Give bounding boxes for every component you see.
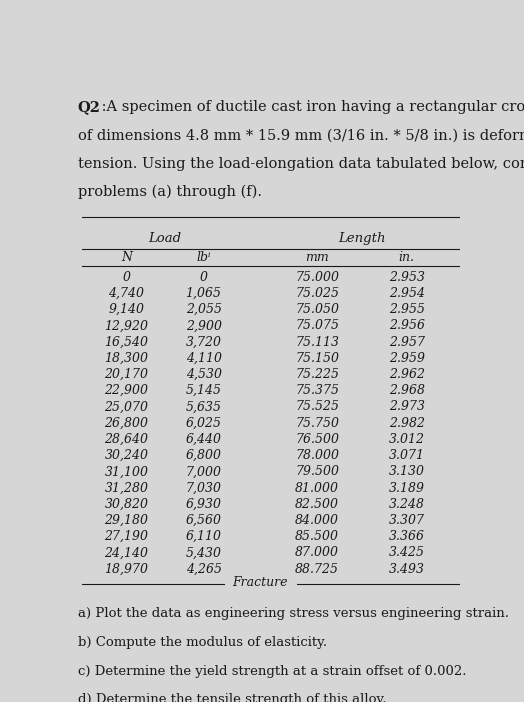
Text: 1,065: 1,065 <box>185 287 222 300</box>
Text: 2.973: 2.973 <box>389 400 424 413</box>
Text: 75.000: 75.000 <box>296 271 339 284</box>
Text: 88.725: 88.725 <box>296 562 339 576</box>
Text: 6,440: 6,440 <box>185 433 222 446</box>
Text: 2,055: 2,055 <box>185 303 222 316</box>
Text: 5,635: 5,635 <box>185 400 222 413</box>
Text: 75.750: 75.750 <box>296 417 339 430</box>
Text: 7,000: 7,000 <box>185 465 222 478</box>
Text: 75.375: 75.375 <box>296 384 339 397</box>
Text: 3.012: 3.012 <box>389 433 424 446</box>
Text: 6,560: 6,560 <box>185 514 222 527</box>
Text: 7,030: 7,030 <box>185 482 222 494</box>
Text: 75.113: 75.113 <box>296 336 339 349</box>
Text: mm: mm <box>305 251 329 264</box>
Text: 27,190: 27,190 <box>104 530 148 543</box>
Text: 75.075: 75.075 <box>296 319 339 332</box>
Text: Q2: Q2 <box>78 100 101 114</box>
Text: 31,280: 31,280 <box>104 482 148 494</box>
Text: 2.953: 2.953 <box>389 271 424 284</box>
Text: 5,430: 5,430 <box>185 546 222 559</box>
Text: 30,820: 30,820 <box>104 498 148 511</box>
Text: Length: Length <box>338 232 386 245</box>
Text: 6,930: 6,930 <box>185 498 222 511</box>
Text: 81.000: 81.000 <box>296 482 339 494</box>
Text: 85.500: 85.500 <box>296 530 339 543</box>
Text: of dimensions 4.8 mm * 15.9 mm (3/16 in. * 5/8 in.) is deformed in: of dimensions 4.8 mm * 15.9 mm (3/16 in.… <box>78 128 524 143</box>
Text: 18,300: 18,300 <box>104 352 148 365</box>
Text: tension. Using the load-elongation data tabulated below, complete: tension. Using the load-elongation data … <box>78 157 524 171</box>
Text: 2.954: 2.954 <box>389 287 424 300</box>
Text: 84.000: 84.000 <box>296 514 339 527</box>
Text: 26,800: 26,800 <box>104 417 148 430</box>
Text: 75.025: 75.025 <box>296 287 339 300</box>
Text: 3.248: 3.248 <box>389 498 424 511</box>
Text: 24,140: 24,140 <box>104 546 148 559</box>
Text: 3.493: 3.493 <box>389 562 424 576</box>
Text: Fracture: Fracture <box>233 576 288 589</box>
Text: 3.425: 3.425 <box>389 546 424 559</box>
Text: 9,140: 9,140 <box>108 303 145 316</box>
Text: 2,900: 2,900 <box>185 319 222 332</box>
Text: 3.130: 3.130 <box>389 465 424 478</box>
Text: :A specimen of ductile cast iron having a rectangular cross section: :A specimen of ductile cast iron having … <box>97 100 524 114</box>
Text: 12,920: 12,920 <box>104 319 148 332</box>
Text: 0: 0 <box>200 271 208 284</box>
Text: 75.050: 75.050 <box>296 303 339 316</box>
Text: 2.959: 2.959 <box>389 352 424 365</box>
Text: 16,540: 16,540 <box>104 336 148 349</box>
Text: 4,110: 4,110 <box>185 352 222 365</box>
Text: 6,025: 6,025 <box>185 417 222 430</box>
Text: a) Plot the data as engineering stress versus engineering strain.: a) Plot the data as engineering stress v… <box>78 607 509 621</box>
Text: 6,800: 6,800 <box>185 449 222 462</box>
Text: 78.000: 78.000 <box>296 449 339 462</box>
Text: 29,180: 29,180 <box>104 514 148 527</box>
Text: N: N <box>121 251 132 264</box>
Text: 87.000: 87.000 <box>296 546 339 559</box>
Text: 75.225: 75.225 <box>296 368 339 381</box>
Text: in.: in. <box>399 251 414 264</box>
Text: 22,900: 22,900 <box>104 384 148 397</box>
Text: problems (a) through (f).: problems (a) through (f). <box>78 185 261 199</box>
Text: 20,170: 20,170 <box>104 368 148 381</box>
Text: 4,530: 4,530 <box>185 368 222 381</box>
Text: 75.525: 75.525 <box>296 400 339 413</box>
Text: 5,145: 5,145 <box>185 384 222 397</box>
Text: 2.962: 2.962 <box>389 368 424 381</box>
Text: 2.956: 2.956 <box>389 319 424 332</box>
Text: 2.968: 2.968 <box>389 384 424 397</box>
Text: lbⁱ: lbⁱ <box>196 251 211 264</box>
Text: 0: 0 <box>123 271 130 284</box>
Text: 6,110: 6,110 <box>185 530 222 543</box>
Text: 3.189: 3.189 <box>389 482 424 494</box>
Text: 75.150: 75.150 <box>296 352 339 365</box>
Text: 3.307: 3.307 <box>389 514 424 527</box>
Text: 79.500: 79.500 <box>296 465 339 478</box>
Text: Load: Load <box>148 232 181 245</box>
Text: 82.500: 82.500 <box>296 498 339 511</box>
Text: 3.071: 3.071 <box>389 449 424 462</box>
Text: 76.500: 76.500 <box>296 433 339 446</box>
Text: 2.957: 2.957 <box>389 336 424 349</box>
Text: b) Compute the modulus of elasticity.: b) Compute the modulus of elasticity. <box>78 636 327 649</box>
Text: 25,070: 25,070 <box>104 400 148 413</box>
Text: 31,100: 31,100 <box>104 465 148 478</box>
Text: c) Determine the yield strength at a strain offset of 0.002.: c) Determine the yield strength at a str… <box>78 665 466 677</box>
Text: 2.955: 2.955 <box>389 303 424 316</box>
Text: 18,970: 18,970 <box>104 562 148 576</box>
Text: 30,240: 30,240 <box>104 449 148 462</box>
Text: 4,740: 4,740 <box>108 287 145 300</box>
Text: 4,265: 4,265 <box>185 562 222 576</box>
Text: 28,640: 28,640 <box>104 433 148 446</box>
Text: 3.366: 3.366 <box>389 530 424 543</box>
Text: 2.982: 2.982 <box>389 417 424 430</box>
Text: 3,720: 3,720 <box>185 336 222 349</box>
Text: d) Determine the tensile strength of this alloy.: d) Determine the tensile strength of thi… <box>78 694 386 702</box>
